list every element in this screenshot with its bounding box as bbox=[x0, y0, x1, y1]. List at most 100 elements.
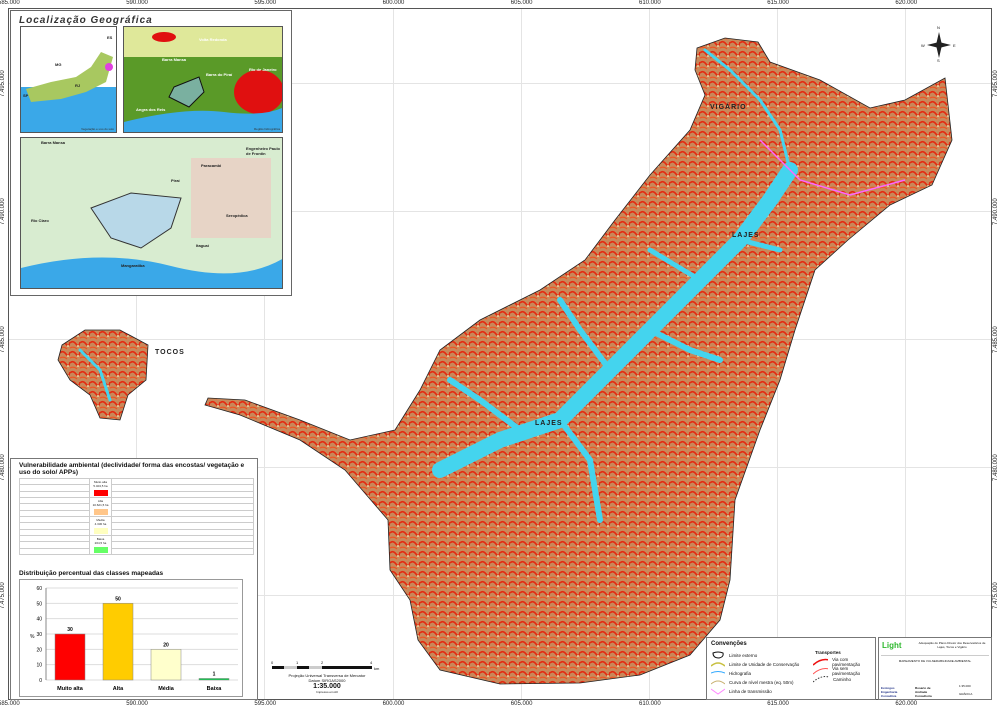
conventions-legend: Convenções Limite externo Limite de Unid… bbox=[706, 637, 876, 700]
hydrography-icon bbox=[711, 671, 725, 674]
y-tick-label: 0 bbox=[39, 678, 42, 684]
bar-média bbox=[150, 649, 182, 681]
conv-item: Via com pavimentação bbox=[832, 657, 861, 667]
path-icon bbox=[813, 676, 829, 683]
scale-tick: 0 bbox=[271, 660, 274, 665]
boundary-icon bbox=[712, 651, 724, 659]
east-label: E bbox=[953, 43, 956, 48]
chart-title: Distribuição percentual das classes mape… bbox=[19, 570, 164, 577]
label: Paracambi bbox=[201, 163, 222, 168]
lajes-watershed bbox=[204, 37, 953, 685]
bar-baixa bbox=[198, 678, 230, 681]
scale-bar bbox=[272, 666, 372, 669]
inset-local-map: Barra Mansa Piraí Paracambi Engenheiro P… bbox=[20, 137, 283, 289]
class-swatch bbox=[93, 528, 108, 534]
label-tocos: TOCOS bbox=[155, 349, 185, 356]
grid-line bbox=[905, 8, 907, 700]
datum: Datum SIRGAS2000 bbox=[308, 678, 346, 683]
map-title: MAPEAMENTO DE VULNERABILIDADE AMBIENTAL bbox=[881, 655, 989, 663]
legend-row bbox=[19, 547, 254, 556]
data-label: 1 bbox=[213, 671, 216, 677]
title-format: GRÁFICA bbox=[959, 692, 973, 696]
legend-row bbox=[19, 509, 254, 518]
legend-row bbox=[19, 490, 254, 499]
class-area: 204,5 ha bbox=[94, 541, 107, 545]
easting-label: 615.000 bbox=[767, 0, 789, 6]
class-cell: Alta 10.621,5 ha bbox=[89, 497, 112, 517]
contour-icon bbox=[711, 680, 725, 685]
map-frame bbox=[8, 8, 992, 700]
y-tick-label: 50 bbox=[36, 601, 42, 607]
easting-label: 610.000 bbox=[639, 701, 661, 707]
scale-tick: 2 bbox=[321, 660, 324, 665]
category-label: Muito alta bbox=[57, 686, 84, 692]
easting-label: 590.000 bbox=[126, 701, 148, 707]
easting-label: 600.000 bbox=[382, 0, 405, 6]
label-vigario: VIGÁRIO bbox=[710, 104, 747, 111]
category-label: Alta bbox=[113, 686, 124, 692]
easting-label: 620.000 bbox=[895, 701, 918, 707]
label: Engenheiro Paulo de Frontin bbox=[246, 146, 281, 156]
projection: Projeção Universal Transversa de Mercato… bbox=[288, 673, 366, 678]
title-scale: 1:35.000 bbox=[959, 684, 971, 688]
transmission-line-icon bbox=[711, 688, 725, 695]
conv-item: Limite de Unidade de Conservação bbox=[729, 661, 800, 667]
class-name: Média bbox=[96, 518, 105, 522]
legend-table: Muito alta 5.404,5 ha Alta 10.621,5 ha Média… bbox=[19, 477, 254, 556]
easting-label: 615.000 bbox=[767, 701, 789, 707]
easting-label: 620.000 bbox=[895, 0, 918, 6]
title-block: Light Adequação do Plano Diretor dos Res… bbox=[878, 637, 992, 700]
class-cell: Muito alta 5.404,5 ha bbox=[89, 478, 112, 498]
project-title: Adequação do Plano Diretor dos Reservató… bbox=[918, 641, 986, 649]
light-logo: Light bbox=[882, 641, 902, 650]
label: Barra Mansa bbox=[162, 57, 187, 62]
y-tick-label: 40 bbox=[36, 617, 42, 623]
label: Angra dos Reis bbox=[136, 107, 166, 112]
y-tick-label: 10 bbox=[36, 663, 42, 669]
class-cell: Média 4.330 ha bbox=[89, 516, 112, 536]
category-label: Média bbox=[158, 686, 175, 692]
y-tick-label: 20 bbox=[36, 647, 42, 653]
reservoir-water bbox=[78, 48, 798, 523]
grid-line bbox=[8, 211, 992, 212]
label-lajes-south: LAJES bbox=[535, 420, 563, 427]
label: Barra do Piraí bbox=[206, 72, 233, 77]
class-swatch bbox=[93, 490, 108, 496]
easting-label: 595.000 bbox=[254, 0, 277, 6]
label: Piraí bbox=[171, 178, 180, 183]
conv-item: Hidrografia bbox=[729, 670, 752, 676]
label: Itaguaí bbox=[196, 243, 209, 248]
conv-item: Via sem pavimentação bbox=[832, 666, 861, 676]
scale-tick: 4 bbox=[370, 660, 373, 665]
north-label: N bbox=[937, 25, 940, 30]
paved-road-icon bbox=[813, 658, 829, 666]
class-name: Alta bbox=[97, 499, 104, 503]
scale-unit: km bbox=[374, 666, 380, 671]
y-tick-label: 60 bbox=[36, 586, 42, 592]
caption: Região hidrográfica bbox=[253, 127, 280, 131]
y-axis-label: % bbox=[30, 634, 35, 640]
bar-muito-alta bbox=[54, 633, 86, 681]
conv-item: Linha de transmissão bbox=[729, 688, 772, 694]
easting-label: 585.000 bbox=[0, 0, 20, 6]
label: Volta Redonda bbox=[199, 37, 227, 42]
inset-regional-map: Barra Mansa Volta Redonda Barra do Piraí… bbox=[123, 26, 283, 133]
unpaved-road-icon bbox=[813, 668, 829, 675]
class-name: Muito alta bbox=[93, 480, 107, 484]
west-label: W bbox=[921, 43, 925, 48]
legend-title: Vulnerabilidade ambiental (declividade/ … bbox=[19, 462, 245, 476]
inset-state-map: ES MG RJ SP Vegetação e uso do solo bbox=[20, 26, 117, 133]
y-tick-label: 30 bbox=[36, 632, 42, 638]
label-sp: SP bbox=[23, 93, 29, 98]
easting-label: 595.000 bbox=[254, 701, 277, 707]
caption: Vegetação e uso do solo bbox=[81, 127, 114, 131]
easting-label: 600.000 bbox=[382, 701, 405, 707]
label: Barra Mansa bbox=[41, 140, 66, 145]
easting-label: 605.000 bbox=[510, 0, 533, 6]
category-label: Baixa bbox=[207, 686, 223, 692]
conv-item: Limite externo bbox=[729, 652, 758, 658]
label-rj: RJ bbox=[75, 83, 81, 88]
print-note: Impresso em A0 bbox=[316, 690, 338, 694]
location-inset: Localização Geográfica ES MG RJ SP Veget… bbox=[10, 10, 292, 296]
class-cell: Baixa 204,5 ha bbox=[89, 535, 112, 555]
